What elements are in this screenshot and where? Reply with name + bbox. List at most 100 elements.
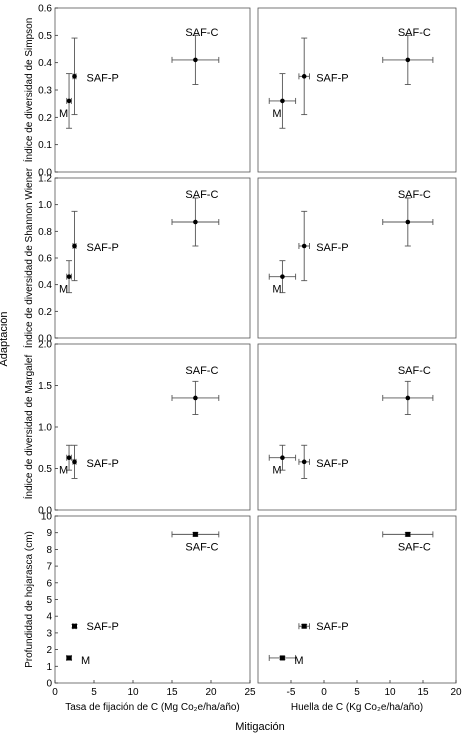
y-tick-label: 0.2 xyxy=(38,307,52,318)
x-tick-label: 10 xyxy=(384,687,396,698)
data-point-square xyxy=(192,531,198,537)
y-tick-label: 2.0 xyxy=(38,340,52,351)
point-label: M xyxy=(272,465,281,477)
data-point xyxy=(66,274,72,279)
point-label: SAF-C xyxy=(398,365,431,377)
data-point xyxy=(193,57,198,63)
point-label: M xyxy=(59,284,68,296)
point-label: SAF-C xyxy=(398,27,431,39)
data-point xyxy=(405,57,411,63)
mitigation-axis-label: Mitigación xyxy=(235,721,285,733)
y-tick-label: 1.0 xyxy=(38,200,52,211)
data-point xyxy=(405,395,411,401)
point-label: SAF-P xyxy=(316,72,348,84)
y-tick-label: 0.8 xyxy=(38,227,52,238)
plot-frame xyxy=(257,7,457,173)
x-axis-label: Tasa de fijación de C (Mg Co₂e/ha/año) xyxy=(65,702,240,713)
point-label: M xyxy=(272,108,281,120)
data-point-square xyxy=(405,531,411,537)
y-tick-label: 2 xyxy=(46,645,52,656)
data-point xyxy=(280,274,285,279)
data-point-square xyxy=(66,655,72,661)
y-tick-label: 0.6 xyxy=(38,254,52,265)
y-tick-label: 0.0 xyxy=(38,168,52,179)
data-point xyxy=(72,74,77,79)
point-label: SAF-C xyxy=(398,189,431,201)
data-point xyxy=(66,98,72,104)
point-label: M xyxy=(59,465,68,477)
data-point xyxy=(301,243,307,249)
y-tick-label: 0.6 xyxy=(38,4,52,15)
data-point xyxy=(72,459,77,465)
y-tick-label: 0.5 xyxy=(38,31,52,42)
data-point xyxy=(280,455,285,461)
chart-panel-7: 0 1 2 3 4 5 6 7 8 9 10 0 5 10 15 20 25 Profundidad de hoj… xyxy=(24,512,256,714)
x-axis-label: Huella de C (Kg Co₂e/ha/año) xyxy=(291,702,423,713)
point-label: SAF-P xyxy=(316,242,348,254)
chart-panel-4: M SAF-P SAF-C xyxy=(257,177,457,339)
data-point xyxy=(301,74,307,79)
y-tick-label: 7 xyxy=(46,562,52,573)
y-tick-label: 0.5 xyxy=(38,464,52,475)
y-axis-label: Índice de diversidad de Simpson xyxy=(22,18,35,163)
point-label: SAF-P xyxy=(87,621,119,633)
chart-panel-8: -5 0 5 10 15 20 Huella de C (Kg Co₂e/ha/año) M S… xyxy=(257,515,462,713)
y-tick-label: 10 xyxy=(41,512,53,523)
data-point xyxy=(405,219,411,225)
x-tick-label: 5 xyxy=(354,687,360,698)
point-label: M xyxy=(272,284,281,296)
point-label: SAF-P xyxy=(87,242,119,254)
point-label: SAF-C xyxy=(185,27,218,39)
plot-frame xyxy=(54,7,251,173)
y-tick-label: 0.4 xyxy=(38,58,52,69)
x-tick-label: 5 xyxy=(91,687,97,698)
point-label: SAF-C xyxy=(185,189,218,201)
y-tick-label: 0 xyxy=(46,679,52,690)
x-tick-label: 20 xyxy=(205,687,217,698)
plot-frame xyxy=(257,343,457,511)
data-point xyxy=(280,98,285,104)
y-tick-label: 0.0 xyxy=(38,506,52,517)
x-tick-label: 25 xyxy=(244,687,256,698)
y-tick-label: 1.0 xyxy=(38,423,52,434)
y-axis-label: Índice de diversidad de Margalef xyxy=(22,355,35,500)
chart-panel-2: M SAF-P SAF-C xyxy=(257,7,457,173)
y-tick-label: 1.2 xyxy=(38,174,52,185)
x-tick-label: 0 xyxy=(321,687,327,698)
point-label: M xyxy=(81,655,90,667)
plot-frame xyxy=(54,343,251,511)
y-tick-label: 1.5 xyxy=(38,381,52,392)
chart-panel-6: M SAF-P SAF-C xyxy=(257,343,457,511)
data-point xyxy=(193,219,198,225)
data-point-square xyxy=(301,623,307,629)
y-tick-label: 0.2 xyxy=(38,113,52,124)
x-tick-label: 0 xyxy=(52,687,58,698)
y-axis-label: Índice de diversidad de Shannon Wiener xyxy=(22,167,35,348)
data-point xyxy=(66,455,72,461)
data-point xyxy=(193,395,198,401)
y-tick-label: 4 xyxy=(46,612,52,623)
point-label: SAF-P xyxy=(87,458,119,470)
y-tick-label: 6 xyxy=(46,578,52,589)
x-tick-label: 15 xyxy=(166,687,178,698)
data-point xyxy=(72,243,77,249)
plot-frame xyxy=(54,177,251,339)
y-tick-label: 0.4 xyxy=(38,280,52,291)
point-label: SAF-P xyxy=(87,72,119,84)
x-tick-label: -5 xyxy=(287,687,296,698)
x-tick-label: 10 xyxy=(127,687,139,698)
plot-frame xyxy=(257,177,457,339)
y-tick-label: 0.3 xyxy=(38,86,52,97)
y-tick-label: 8 xyxy=(46,545,52,556)
point-label: M xyxy=(294,655,303,667)
data-point-square xyxy=(72,623,77,629)
y-tick-label: 9 xyxy=(46,528,52,539)
y-tick-label: 3 xyxy=(46,628,52,639)
point-label: SAF-C xyxy=(185,365,218,377)
x-tick-label: 15 xyxy=(417,687,429,698)
point-label: SAF-P xyxy=(316,458,348,470)
